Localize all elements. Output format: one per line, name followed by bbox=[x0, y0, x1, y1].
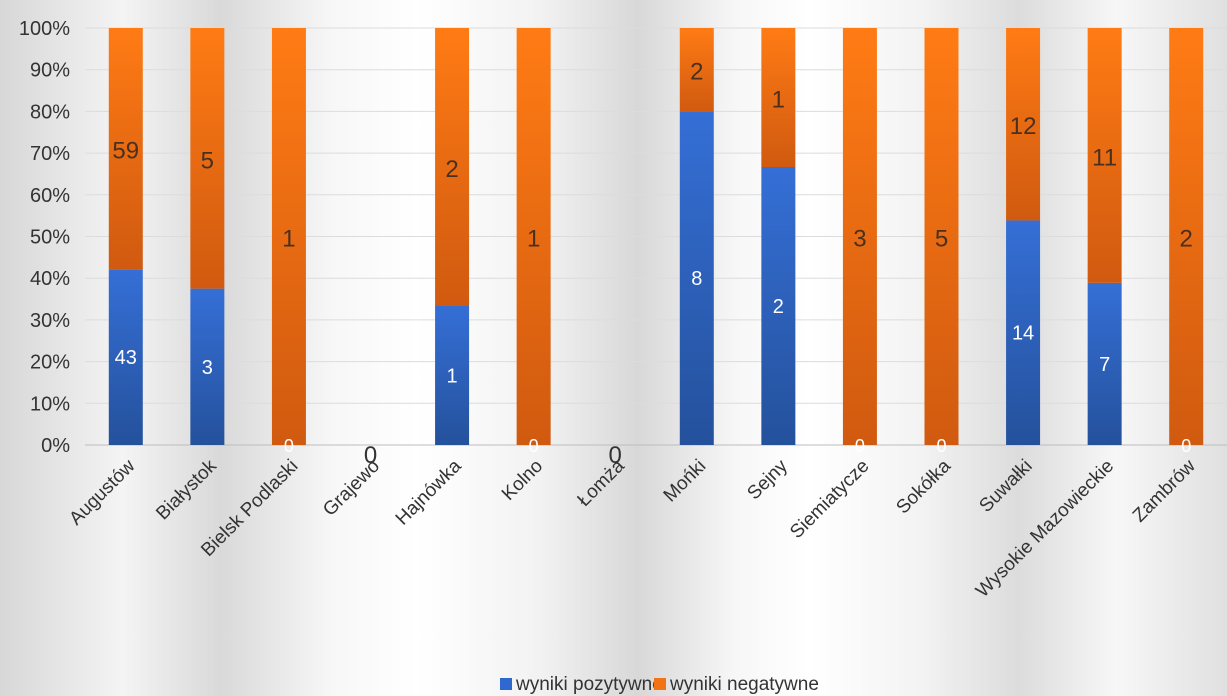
x-tick-label: Wysokie Mazowieckie bbox=[972, 456, 1118, 602]
data-label-positive: 7 bbox=[1099, 354, 1110, 376]
data-label-negative: 1 bbox=[282, 226, 295, 253]
bar-segment-negative bbox=[842, 28, 877, 445]
legend-swatch-negative bbox=[654, 678, 666, 690]
legend-swatch-positive bbox=[500, 678, 512, 690]
y-tick-label: 10% bbox=[30, 393, 70, 415]
y-tick-label: 70% bbox=[30, 143, 70, 165]
legend: wyniki pozytywne wyniki negatywne bbox=[500, 674, 819, 695]
y-tick-label: 100% bbox=[19, 18, 70, 40]
bar-segment-negative bbox=[435, 28, 470, 306]
data-label-negative: 3 bbox=[853, 226, 866, 253]
gridlines bbox=[85, 27, 1227, 446]
bar-segment-negative bbox=[108, 28, 143, 270]
bar-segment-negative bbox=[761, 28, 796, 167]
y-tick-label: 50% bbox=[30, 227, 70, 249]
y-tick-label: 40% bbox=[30, 268, 70, 290]
bar-segment-negative bbox=[1087, 28, 1122, 283]
bar-segment-positive bbox=[1006, 220, 1041, 445]
bar-segment-positive bbox=[1087, 282, 1122, 445]
y-tick-label: 90% bbox=[30, 60, 70, 82]
x-tick-label: Augustów bbox=[65, 455, 139, 529]
legend-label-negative: wyniki negatywne bbox=[669, 674, 819, 695]
data-label-positive: 1 bbox=[447, 366, 458, 388]
data-label-positive: 0 bbox=[609, 442, 622, 469]
bars bbox=[108, 28, 1204, 446]
x-tick-label: Suwałki bbox=[975, 456, 1036, 517]
data-label-positive: 8 bbox=[691, 268, 702, 290]
x-tick-label: Mońki bbox=[660, 456, 711, 507]
x-tick-label: Sejny bbox=[743, 455, 792, 504]
data-label-negative: 1 bbox=[527, 226, 540, 253]
bar-segment-negative bbox=[679, 28, 714, 112]
y-axis: 0% 10% 20% 30% 40% 50% 60% 70% 80% 90% 100% bbox=[19, 18, 70, 457]
data-label-positive: 0 bbox=[855, 436, 865, 456]
bar-segment-positive bbox=[679, 111, 714, 446]
data-label-negative: 59 bbox=[112, 138, 139, 165]
data-label-negative: 2 bbox=[1180, 226, 1193, 253]
bar-segment-negative bbox=[1169, 28, 1204, 445]
data-label-negative: 11 bbox=[1092, 144, 1117, 171]
data-label-negative: 5 bbox=[935, 226, 948, 253]
x-tick-label: Hajnówka bbox=[392, 455, 466, 529]
data-label-negative: 2 bbox=[690, 59, 703, 86]
data-label-positive: 3 bbox=[202, 357, 213, 379]
legend-label-positive: wyniki pozytywne bbox=[515, 674, 663, 695]
data-label-negative: 5 bbox=[201, 147, 214, 174]
bar-segment-negative bbox=[190, 28, 225, 289]
x-tick-label: Kolno bbox=[498, 456, 547, 505]
y-tick-label: 80% bbox=[30, 101, 70, 123]
bar-segment-negative bbox=[516, 28, 551, 445]
data-label-positive: 0 bbox=[1181, 436, 1191, 456]
bar-segment-negative bbox=[1006, 28, 1041, 221]
bar-segment-negative bbox=[271, 28, 306, 445]
y-tick-label: 30% bbox=[30, 310, 70, 332]
data-label-negative: 2 bbox=[445, 156, 458, 183]
y-tick-label: 20% bbox=[30, 352, 70, 374]
data-label-negative: 1 bbox=[772, 87, 785, 114]
bar-segment-positive bbox=[761, 167, 796, 445]
x-tick-label: Siemiatycze bbox=[786, 456, 873, 543]
data-label-positive: 0 bbox=[284, 436, 294, 456]
data-label-positive: 14 bbox=[1012, 323, 1034, 345]
bar-segment-positive bbox=[108, 269, 143, 445]
x-tick-label: Zambrów bbox=[1129, 455, 1200, 526]
bar-segment-positive bbox=[435, 306, 470, 445]
data-label-positive: 2 bbox=[773, 296, 784, 318]
bar-segment-negative bbox=[924, 28, 959, 445]
bar-segment-positive bbox=[190, 288, 225, 445]
data-label-positive: 43 bbox=[115, 347, 137, 369]
x-tick-label: Białystok bbox=[152, 455, 221, 524]
x-tick-label: Sokółka bbox=[892, 455, 955, 518]
data-label-positive: 0 bbox=[936, 436, 946, 456]
data-label-positive: 0 bbox=[364, 442, 377, 469]
data-label-negative: 12 bbox=[1010, 113, 1037, 140]
y-tick-label: 60% bbox=[30, 185, 70, 207]
data-label-positive: 0 bbox=[529, 436, 539, 456]
y-tick-label: 0% bbox=[41, 435, 70, 457]
